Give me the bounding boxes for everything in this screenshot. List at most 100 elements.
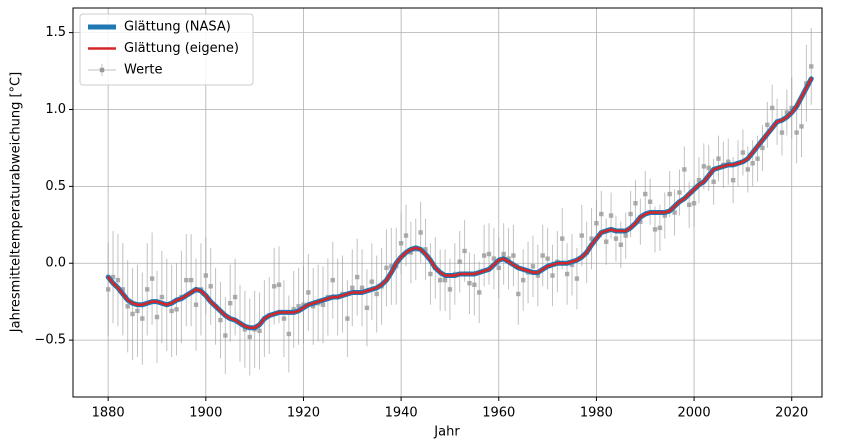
data-point bbox=[403, 233, 409, 238]
data-point bbox=[398, 241, 404, 246]
data-point bbox=[457, 259, 462, 264]
data-point bbox=[599, 211, 604, 217]
data-point bbox=[677, 190, 682, 195]
data-point bbox=[496, 265, 501, 271]
data-point bbox=[535, 273, 541, 278]
data-point bbox=[701, 164, 707, 169]
data-point bbox=[110, 274, 116, 280]
data-point bbox=[477, 290, 482, 295]
data-point bbox=[516, 291, 521, 297]
y-tick-label: 0.5 bbox=[45, 179, 66, 194]
data-point bbox=[550, 273, 555, 278]
data-point bbox=[135, 308, 140, 314]
data-point bbox=[350, 285, 355, 291]
data-point bbox=[228, 301, 233, 306]
data-point bbox=[667, 191, 672, 197]
data-point bbox=[608, 213, 614, 218]
data-point bbox=[291, 307, 296, 312]
y-tick-label: −0.5 bbox=[34, 333, 66, 348]
data-point bbox=[662, 213, 667, 218]
data-point bbox=[320, 302, 326, 307]
data-point bbox=[364, 305, 370, 311]
data-point bbox=[208, 284, 213, 289]
data-point bbox=[218, 317, 223, 323]
data-point bbox=[569, 262, 575, 267]
data-point bbox=[760, 145, 765, 151]
data-point bbox=[691, 201, 697, 206]
data-point bbox=[486, 251, 492, 257]
data-point bbox=[755, 156, 760, 161]
data-point bbox=[481, 253, 487, 258]
data-point bbox=[706, 165, 711, 171]
y-tick-label: 1.0 bbox=[45, 102, 66, 117]
x-tick-label: 2000 bbox=[678, 406, 711, 421]
axes-frame bbox=[72, 7, 823, 398]
data-point bbox=[589, 236, 594, 241]
legend-label: Werte bbox=[124, 63, 163, 78]
data-point bbox=[257, 328, 262, 334]
data-point bbox=[384, 265, 389, 271]
x-tick-label: 1920 bbox=[287, 406, 320, 421]
data-point bbox=[672, 210, 677, 215]
data-point bbox=[359, 285, 365, 291]
data-point bbox=[169, 308, 174, 314]
data-point bbox=[105, 287, 111, 292]
data-point bbox=[750, 161, 755, 166]
data-point bbox=[716, 156, 721, 161]
data-point bbox=[130, 311, 135, 317]
data-point bbox=[623, 233, 628, 238]
data-point bbox=[501, 251, 506, 257]
data-point bbox=[520, 277, 526, 283]
data-point bbox=[276, 282, 282, 287]
data-point bbox=[603, 239, 609, 244]
data-point bbox=[643, 191, 648, 197]
data-point bbox=[506, 256, 511, 261]
data-point bbox=[540, 253, 545, 258]
data-point bbox=[789, 105, 794, 111]
data-point bbox=[633, 201, 638, 206]
data-point bbox=[618, 242, 624, 247]
data-point bbox=[223, 333, 228, 338]
x-tick-label: 1980 bbox=[580, 406, 613, 421]
legend-box bbox=[79, 13, 254, 86]
data-point bbox=[809, 64, 814, 69]
data-point bbox=[296, 304, 301, 309]
data-point bbox=[442, 277, 448, 283]
data-point bbox=[193, 302, 199, 307]
data-point bbox=[447, 287, 453, 292]
data-point bbox=[794, 130, 799, 135]
data-point bbox=[462, 248, 467, 254]
data-point bbox=[159, 294, 165, 300]
data-point bbox=[613, 236, 619, 241]
data-point bbox=[154, 314, 160, 320]
data-point bbox=[428, 271, 433, 277]
data-point bbox=[545, 256, 550, 261]
data-point bbox=[184, 277, 189, 283]
data-point bbox=[560, 236, 565, 241]
data-point bbox=[628, 211, 633, 217]
data-point bbox=[203, 273, 209, 278]
legend-label: Glättung (NASA) bbox=[124, 20, 231, 35]
data-point bbox=[769, 105, 775, 111]
data-point bbox=[188, 277, 194, 283]
data-point bbox=[423, 247, 428, 252]
x-axis-label: Jahr bbox=[433, 425, 460, 440]
data-point bbox=[232, 294, 238, 300]
data-point bbox=[574, 276, 580, 281]
data-point bbox=[745, 167, 750, 172]
y-tick-label: 0.0 bbox=[45, 256, 66, 271]
data-point bbox=[784, 110, 790, 115]
data-point bbox=[647, 199, 653, 204]
data-point bbox=[686, 202, 692, 208]
data-point bbox=[281, 316, 287, 321]
data-point bbox=[389, 264, 394, 269]
data-point bbox=[491, 256, 497, 261]
data-point bbox=[726, 159, 731, 164]
legend-label: Glättung (eigene) bbox=[124, 41, 239, 56]
data-point bbox=[286, 331, 292, 337]
data-point bbox=[120, 287, 126, 292]
data-point bbox=[740, 150, 746, 155]
data-point bbox=[115, 277, 121, 283]
y-tick-label: 1.5 bbox=[45, 25, 66, 40]
